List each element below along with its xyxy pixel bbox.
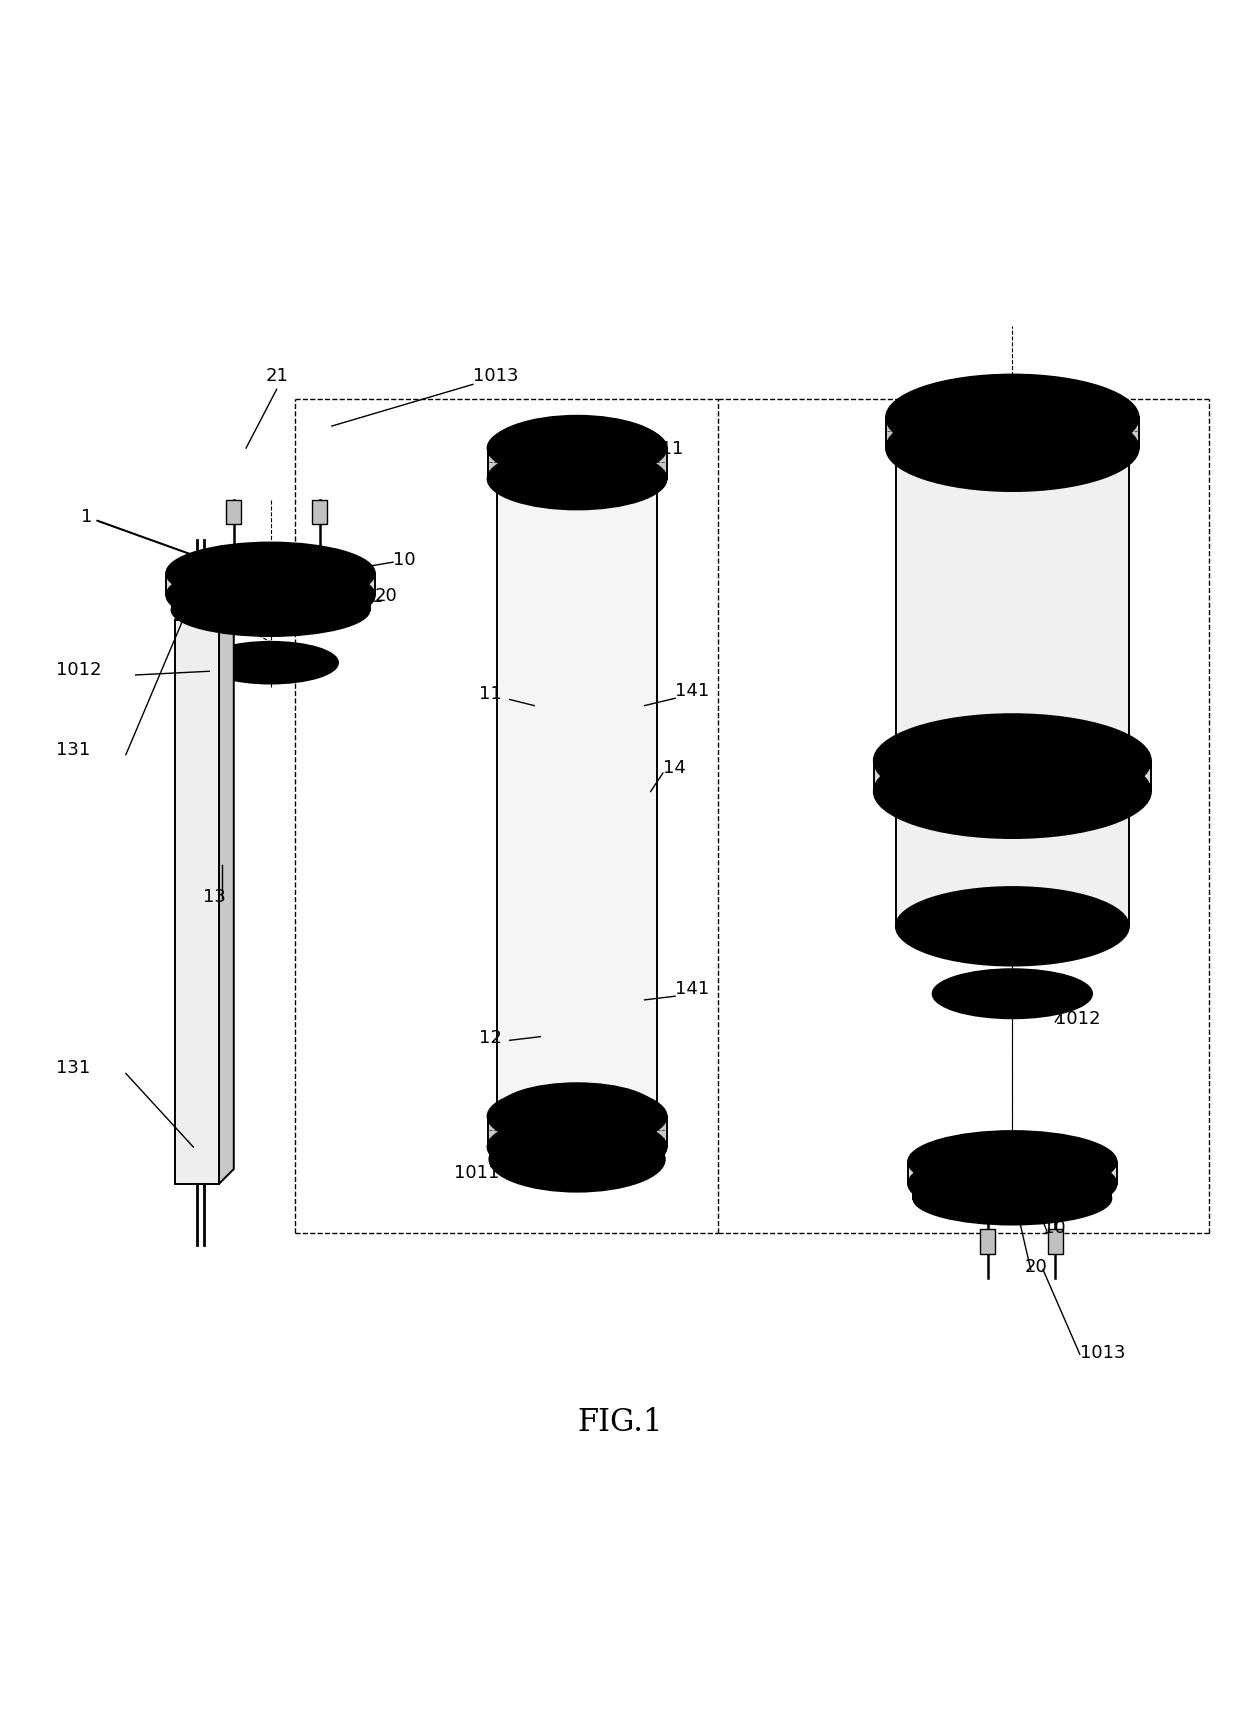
Text: 131: 131 — [56, 1059, 91, 1078]
Ellipse shape — [490, 1126, 665, 1192]
Ellipse shape — [171, 571, 370, 625]
Text: 15: 15 — [951, 815, 973, 832]
Ellipse shape — [490, 415, 665, 481]
Ellipse shape — [908, 1154, 1116, 1214]
Ellipse shape — [908, 382, 1116, 453]
Ellipse shape — [932, 969, 1092, 1019]
Text: 20: 20 — [374, 588, 398, 606]
Text: 141: 141 — [675, 979, 709, 998]
Text: 10: 10 — [393, 550, 415, 569]
FancyBboxPatch shape — [895, 436, 1128, 926]
FancyBboxPatch shape — [175, 619, 219, 1183]
Text: 11: 11 — [479, 685, 502, 704]
FancyBboxPatch shape — [487, 448, 667, 479]
Ellipse shape — [908, 1131, 1116, 1192]
FancyBboxPatch shape — [908, 1163, 1116, 1183]
FancyBboxPatch shape — [914, 1187, 1111, 1199]
Ellipse shape — [487, 1116, 667, 1178]
Ellipse shape — [203, 642, 339, 683]
FancyBboxPatch shape — [227, 500, 241, 524]
Ellipse shape — [510, 426, 645, 471]
Ellipse shape — [887, 375, 1138, 460]
Polygon shape — [219, 606, 234, 1183]
FancyBboxPatch shape — [1048, 1228, 1063, 1254]
Ellipse shape — [239, 650, 301, 675]
FancyBboxPatch shape — [171, 597, 370, 611]
Text: 131: 131 — [56, 740, 91, 759]
Text: 1: 1 — [81, 507, 205, 561]
Ellipse shape — [887, 405, 1138, 491]
Ellipse shape — [976, 979, 1049, 1009]
Text: 12: 12 — [479, 1029, 502, 1047]
Ellipse shape — [895, 887, 1128, 965]
Ellipse shape — [487, 417, 667, 479]
Ellipse shape — [497, 446, 657, 500]
Ellipse shape — [166, 543, 374, 604]
Ellipse shape — [914, 1173, 1111, 1225]
Text: 141: 141 — [675, 682, 709, 701]
Ellipse shape — [874, 746, 1151, 837]
Text: 21: 21 — [926, 1182, 950, 1201]
FancyBboxPatch shape — [874, 761, 1151, 791]
Ellipse shape — [171, 585, 370, 637]
Text: 1013: 1013 — [472, 367, 518, 384]
Text: 10: 10 — [1043, 1220, 1065, 1237]
Ellipse shape — [487, 448, 667, 509]
Ellipse shape — [874, 714, 1151, 808]
Text: 14: 14 — [663, 759, 686, 777]
Text: 21: 21 — [265, 367, 288, 384]
Polygon shape — [175, 606, 234, 619]
Ellipse shape — [497, 1083, 657, 1137]
Text: 1011: 1011 — [455, 1164, 500, 1182]
Text: 13: 13 — [203, 887, 226, 907]
Ellipse shape — [166, 564, 374, 626]
Text: FIG.1: FIG.1 — [578, 1408, 662, 1438]
Ellipse shape — [914, 1161, 1111, 1213]
Text: 1013: 1013 — [1080, 1344, 1125, 1362]
FancyBboxPatch shape — [312, 500, 327, 524]
Ellipse shape — [529, 1140, 625, 1178]
Text: 1012: 1012 — [1055, 1010, 1101, 1028]
Text: 1011: 1011 — [639, 439, 683, 458]
Ellipse shape — [510, 1093, 645, 1140]
Text: 20: 20 — [1024, 1258, 1048, 1277]
Text: 1012: 1012 — [56, 661, 102, 678]
Ellipse shape — [895, 396, 1128, 476]
FancyBboxPatch shape — [487, 1116, 667, 1147]
FancyBboxPatch shape — [981, 1228, 996, 1254]
Ellipse shape — [487, 1086, 667, 1147]
FancyBboxPatch shape — [166, 573, 374, 595]
FancyBboxPatch shape — [887, 417, 1138, 448]
Ellipse shape — [529, 429, 625, 467]
FancyBboxPatch shape — [497, 472, 657, 1111]
